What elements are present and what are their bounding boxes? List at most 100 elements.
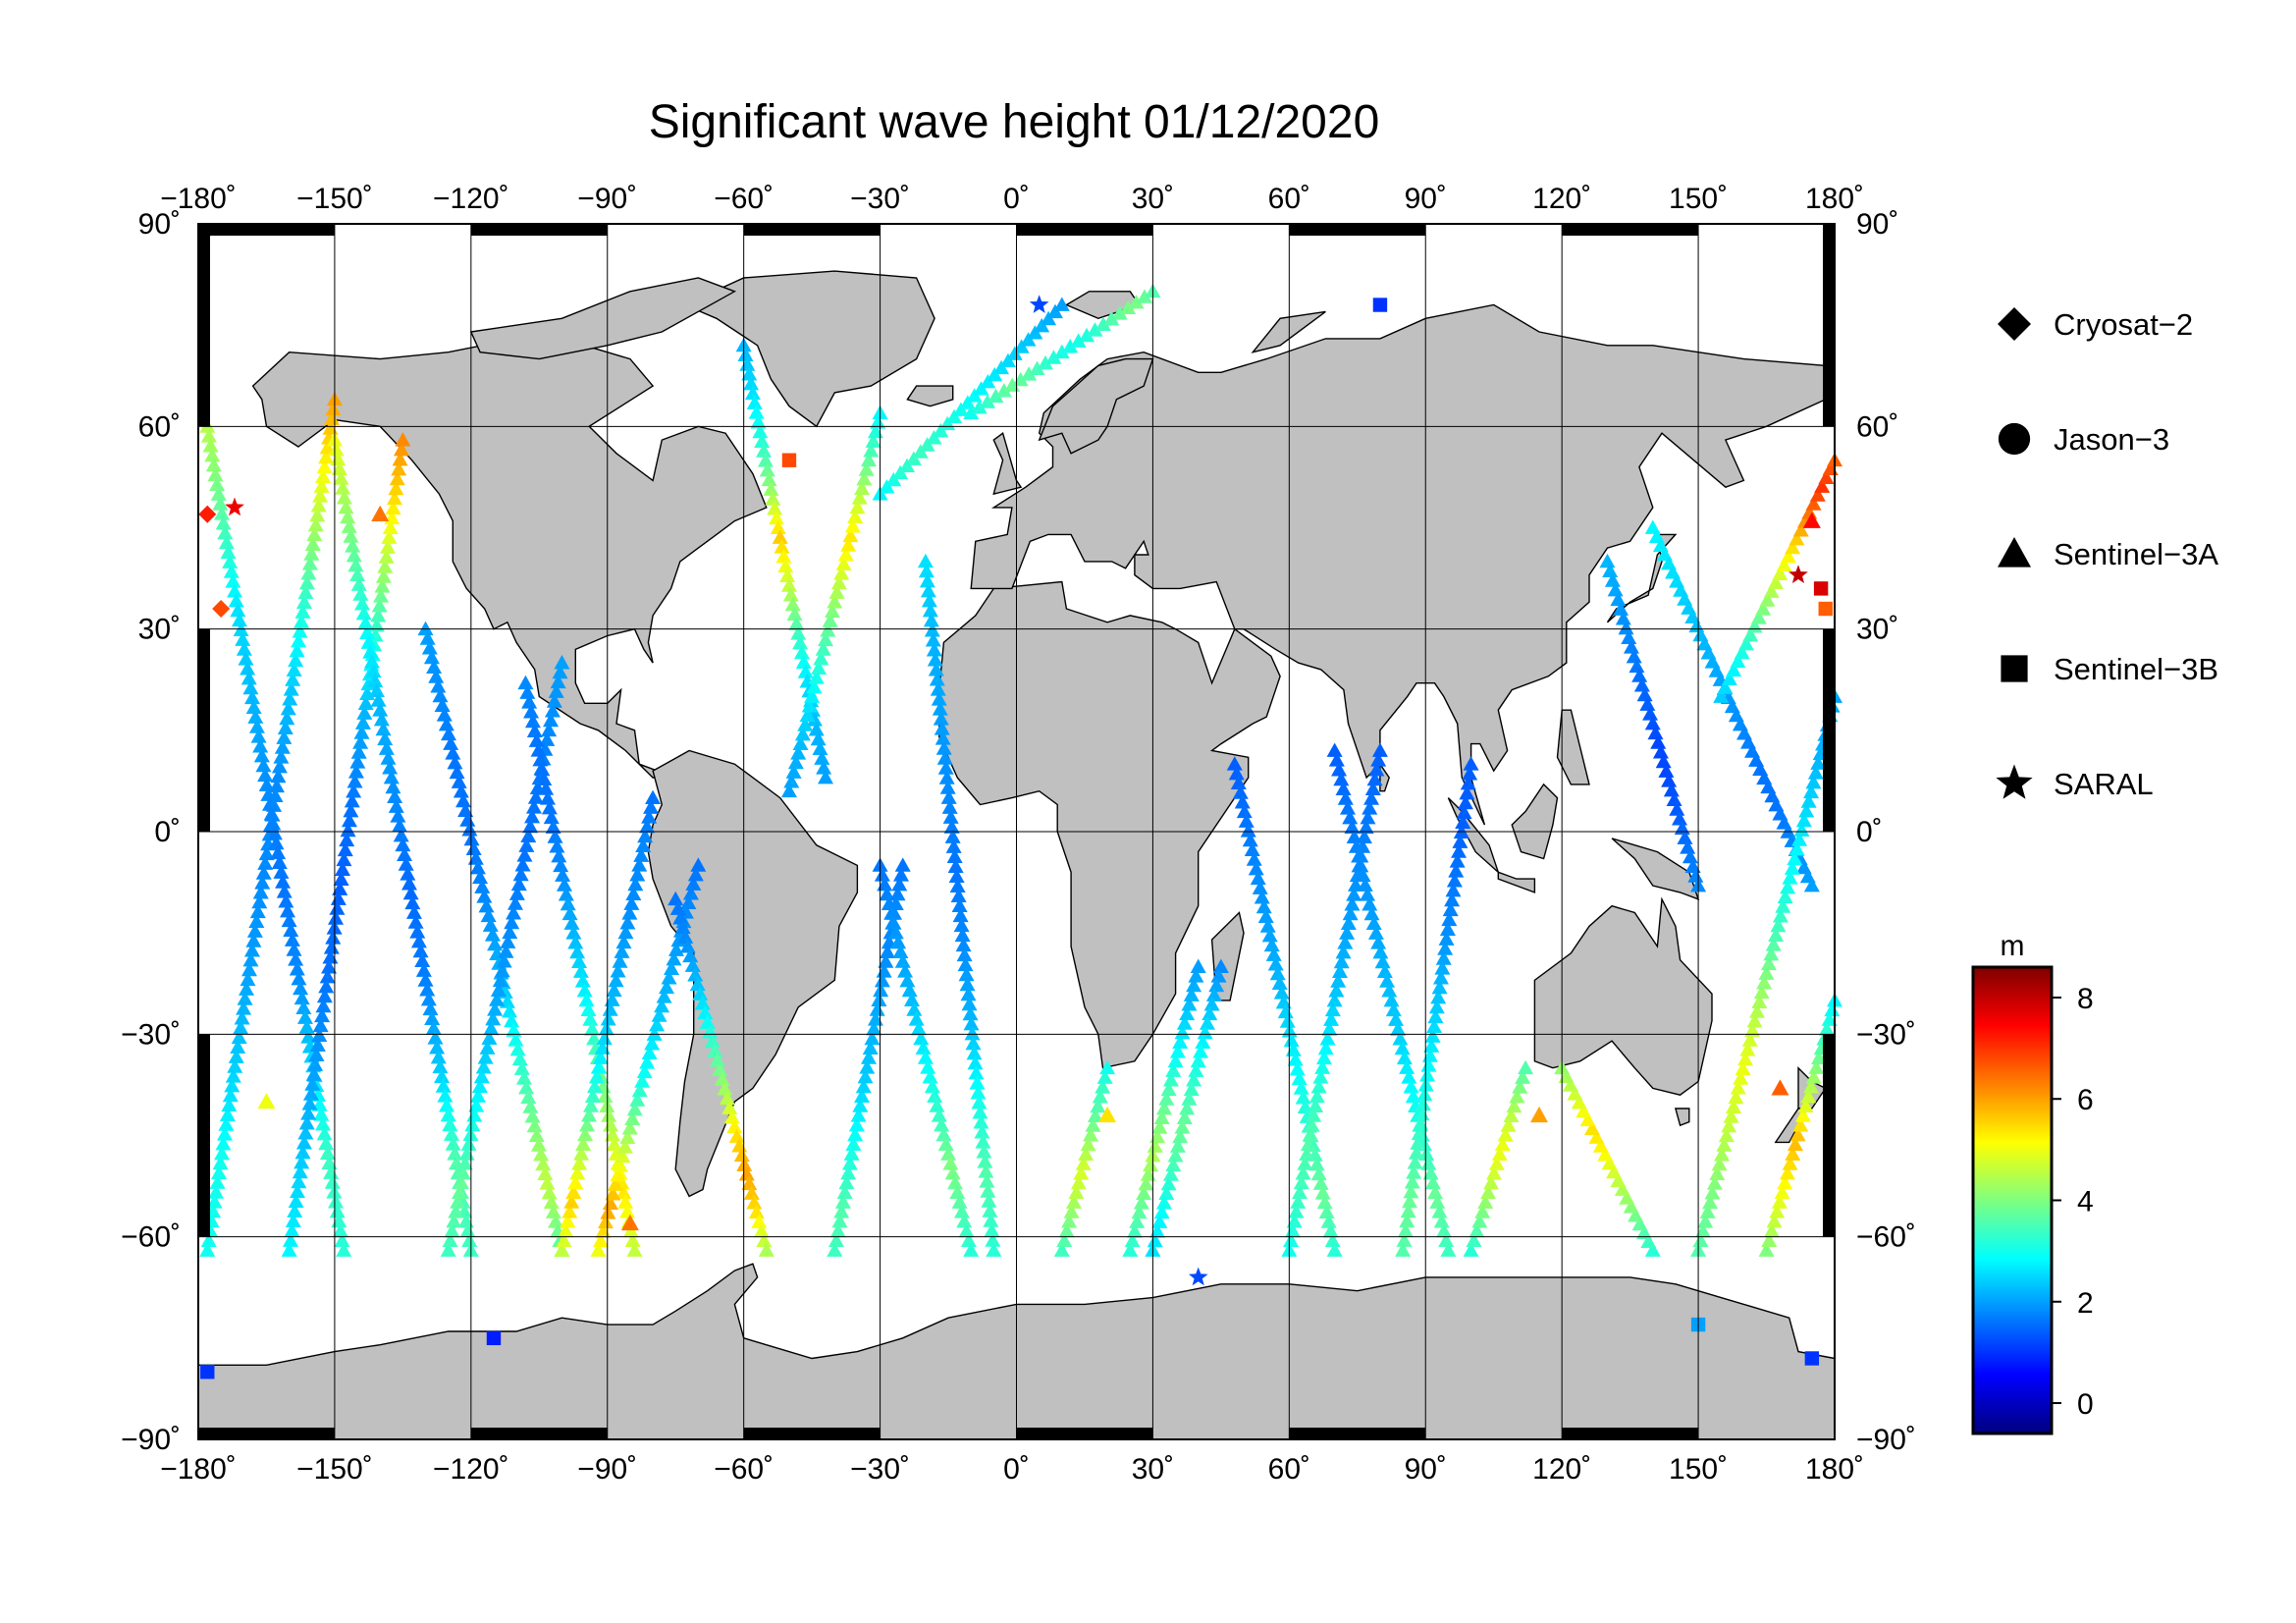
track-marker — [1810, 1050, 1827, 1065]
track-marker — [849, 499, 866, 514]
track-marker — [1252, 880, 1268, 894]
track-marker — [1293, 1174, 1309, 1190]
track-marker — [445, 745, 461, 760]
track-marker — [1431, 980, 1448, 995]
track-marker — [1304, 1117, 1320, 1132]
track-marker — [975, 1134, 991, 1149]
track-marker — [1777, 1174, 1793, 1190]
track-marker — [827, 1242, 843, 1257]
track-marker — [1687, 868, 1704, 883]
track-marker — [421, 640, 438, 655]
track-marker — [1717, 679, 1734, 694]
track-marker — [222, 554, 239, 568]
track-marker — [957, 956, 974, 972]
track-marker — [307, 1056, 324, 1071]
frame-bar-bottom — [470, 1428, 608, 1439]
track-marker — [659, 979, 675, 995]
track-marker — [774, 539, 790, 554]
track-marker — [389, 470, 405, 486]
lon-tick-label-bottom: −30˚ — [850, 1453, 910, 1486]
track-marker — [641, 1045, 658, 1060]
track-marker — [1124, 1232, 1141, 1248]
observation-marker — [212, 600, 231, 619]
track-marker — [556, 1232, 572, 1248]
track-marker — [1734, 644, 1750, 660]
track-marker — [852, 1098, 869, 1112]
track-marker — [295, 1135, 312, 1150]
track-marker — [206, 1194, 223, 1209]
track-marker — [779, 568, 796, 582]
track-marker — [547, 829, 563, 843]
track-marker — [541, 1185, 558, 1200]
track-marker — [1169, 1138, 1186, 1153]
track-marker — [1800, 793, 1817, 808]
track-marker — [1096, 1069, 1113, 1084]
track-marker — [556, 877, 572, 892]
track-marker — [538, 781, 555, 795]
track-marker — [1784, 860, 1800, 875]
track-marker — [919, 572, 935, 588]
track-marker — [590, 1242, 607, 1257]
track-marker — [270, 768, 287, 784]
track-marker — [866, 1021, 882, 1036]
track-marker — [1351, 848, 1367, 863]
track-marker — [553, 857, 569, 873]
track-marker — [318, 449, 335, 464]
track-marker — [334, 1232, 350, 1247]
track-marker — [871, 992, 887, 1007]
track-marker — [1431, 1204, 1448, 1218]
frame-bar-bottom — [1289, 1428, 1426, 1439]
track-marker — [759, 461, 775, 477]
track-marker — [960, 986, 977, 1001]
track-marker — [210, 486, 227, 501]
track-marker — [339, 832, 355, 847]
track-marker — [617, 1194, 634, 1209]
track-marker — [833, 1204, 850, 1218]
track-marker — [623, 895, 640, 910]
track-marker — [942, 809, 959, 824]
track-marker — [1160, 1176, 1177, 1191]
track-marker — [966, 1045, 983, 1060]
track-marker — [856, 470, 873, 486]
track-marker — [1363, 905, 1380, 921]
track-marker — [933, 711, 949, 726]
track-marker — [370, 692, 387, 707]
frame-bar-right — [1823, 628, 1835, 832]
track-marker — [1149, 1128, 1166, 1144]
observation-marker — [1813, 581, 1829, 596]
colorbar-gradient — [1971, 965, 2054, 1435]
track-marker — [1160, 1081, 1177, 1097]
track-marker — [1791, 832, 1808, 846]
track-marker — [1128, 295, 1145, 309]
track-marker — [1306, 1108, 1322, 1122]
track-marker — [949, 878, 966, 893]
track-marker — [971, 1095, 988, 1109]
observation-marker — [1098, 1106, 1117, 1123]
track-marker — [812, 740, 828, 756]
track-marker — [255, 865, 272, 880]
track-marker — [1402, 1193, 1418, 1209]
track-marker — [295, 594, 312, 610]
track-marker — [1337, 935, 1354, 949]
track-marker — [1396, 1050, 1413, 1065]
track-marker — [973, 1114, 989, 1129]
track-marker — [717, 1081, 733, 1096]
track-marker — [922, 1069, 938, 1084]
track-marker — [605, 1186, 621, 1201]
ground-track — [281, 432, 411, 1257]
legend-label: SARAL — [2054, 767, 2154, 801]
track-marker — [831, 1214, 848, 1228]
track-marker — [1682, 848, 1698, 864]
track-marker — [608, 972, 624, 988]
track-marker — [468, 1098, 485, 1112]
track-marker — [848, 1117, 865, 1132]
track-marker — [1494, 1136, 1511, 1152]
track-marker — [1755, 601, 1772, 616]
track-marker — [627, 876, 644, 892]
track-marker — [1346, 887, 1362, 901]
track-marker — [669, 900, 686, 915]
track-marker — [1736, 1051, 1753, 1066]
track-marker — [843, 1146, 860, 1161]
lon-tick-label-top: 60˚ — [1268, 183, 1310, 215]
track-marker — [335, 480, 351, 495]
